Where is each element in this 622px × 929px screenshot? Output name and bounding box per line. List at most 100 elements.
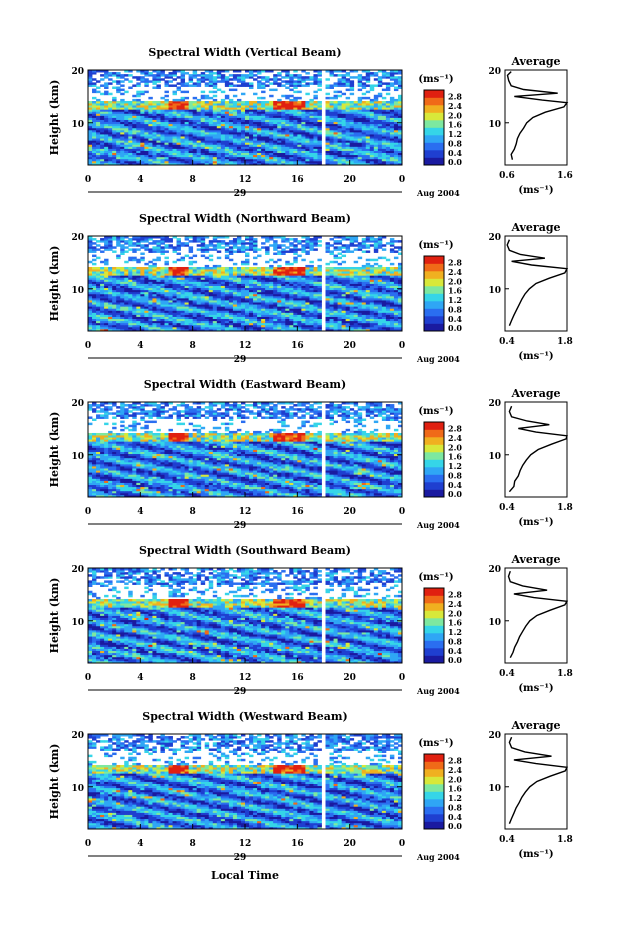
heatmap-cell <box>249 281 254 284</box>
heatmap-cell <box>236 310 242 313</box>
heatmap-cell <box>381 142 387 145</box>
heatmap-cell <box>228 302 234 305</box>
heatmap-cell <box>120 134 125 137</box>
heatmap-cell <box>172 328 177 332</box>
heatmap-cell <box>156 322 161 326</box>
heatmap-cell <box>232 142 238 145</box>
heatmap-cell <box>385 121 391 125</box>
heatmap-cell <box>313 82 318 85</box>
heatmap-cell <box>281 289 286 293</box>
heatmap-cell <box>309 129 314 133</box>
heatmap-cell <box>124 158 129 162</box>
heatmap-cell <box>261 107 266 110</box>
heatmap-cell <box>325 279 330 282</box>
heatmap-cell <box>265 320 270 324</box>
heatmap-cell <box>249 84 254 87</box>
heatmap-cell <box>289 291 294 295</box>
heatmap-cell <box>220 304 226 307</box>
heatmap-cell <box>204 277 210 280</box>
heatmap-cell <box>265 121 270 125</box>
heatmap-cell <box>204 160 210 164</box>
heatmap-cell <box>277 113 282 116</box>
heatmap-cell <box>212 121 218 125</box>
heatmap-cell <box>277 121 282 125</box>
heatmap-cell <box>188 279 194 282</box>
heatmap-cell <box>152 156 157 160</box>
heatmap-cell <box>253 142 258 145</box>
heatmap-cell <box>257 310 262 313</box>
heatmap-cell <box>184 140 190 143</box>
heatmap-cell <box>156 289 161 293</box>
heatmap-cell <box>265 70 270 73</box>
heatmap-cell <box>104 302 109 305</box>
heatmap-cell <box>393 117 399 120</box>
heatmap-cell <box>389 138 395 141</box>
heatmap-cell <box>152 312 157 315</box>
heatmap-cell <box>317 111 322 114</box>
heatmap-cell <box>385 300 391 303</box>
heatmap-cell <box>349 285 355 289</box>
heatmap-cell <box>353 318 359 322</box>
heatmap-cell <box>313 308 318 311</box>
heatmap-cell <box>232 107 238 110</box>
heatmap-cell <box>393 302 399 305</box>
heatmap-cell <box>261 283 266 286</box>
heatmap-cell <box>385 281 391 284</box>
heatmap-cell <box>176 113 181 116</box>
heatmap-cell <box>301 324 306 328</box>
heatmap-cell <box>96 275 101 278</box>
heatmap-cell <box>341 100 347 104</box>
heatmap-cell <box>377 148 383 151</box>
heatmap-cell <box>301 291 306 295</box>
heatmap-cell <box>329 72 334 75</box>
heatmap-cell <box>96 127 101 131</box>
heatmap-cell <box>261 136 266 139</box>
heatmap-cell <box>373 328 379 332</box>
heatmap-cell <box>224 103 230 106</box>
heatmap-cell <box>136 312 141 315</box>
heatmap-cell <box>361 84 367 87</box>
heatmap-cell <box>397 291 403 295</box>
heatmap-cell <box>168 152 173 156</box>
heatmap-cell <box>253 78 258 81</box>
heatmap-cell <box>309 103 314 106</box>
heatmap-cell <box>297 129 302 133</box>
heatmap-cell <box>373 107 379 110</box>
heatmap-cell <box>365 140 371 143</box>
heatmap-cell <box>313 144 318 147</box>
heatmap-cell <box>204 300 210 303</box>
heatmap-cell <box>124 152 129 156</box>
heatmap-cell <box>208 297 214 301</box>
heatmap-cell <box>116 119 121 123</box>
heatmap-cell <box>389 285 395 289</box>
heatmap-cell <box>124 287 129 291</box>
heatmap-cell <box>120 328 125 332</box>
heatmap-cell <box>172 322 177 326</box>
heatmap-cell <box>281 125 286 129</box>
heatmap-cell <box>353 119 359 123</box>
heatmap-cell <box>184 152 190 156</box>
heatmap-cell <box>104 129 109 133</box>
heatmap-cell <box>140 316 145 320</box>
heatmap-cell <box>369 322 375 326</box>
heatmap-cell <box>273 285 278 289</box>
heatmap-cell <box>385 150 391 154</box>
heatmap-cell <box>204 316 210 320</box>
heatmap-cell <box>180 98 186 102</box>
heatmap-cell <box>228 287 234 291</box>
heatmap-cell <box>377 324 383 328</box>
heatmap-cell <box>297 107 302 110</box>
heatmap-cell <box>172 134 177 137</box>
heatmap-cell <box>265 302 270 305</box>
heatmap-cell <box>345 111 351 114</box>
heatmap-cell <box>172 279 177 282</box>
heatmap-cell <box>128 142 133 145</box>
heatmap-cell <box>236 287 242 291</box>
heatmap-cell <box>176 129 181 133</box>
heatmap-cell <box>220 78 226 81</box>
heatmap-cell <box>196 300 202 303</box>
heatmap-cell <box>393 287 399 291</box>
heatmap-cell <box>108 324 113 328</box>
heatmap-cell <box>349 291 355 295</box>
heatmap-cell <box>281 291 286 295</box>
